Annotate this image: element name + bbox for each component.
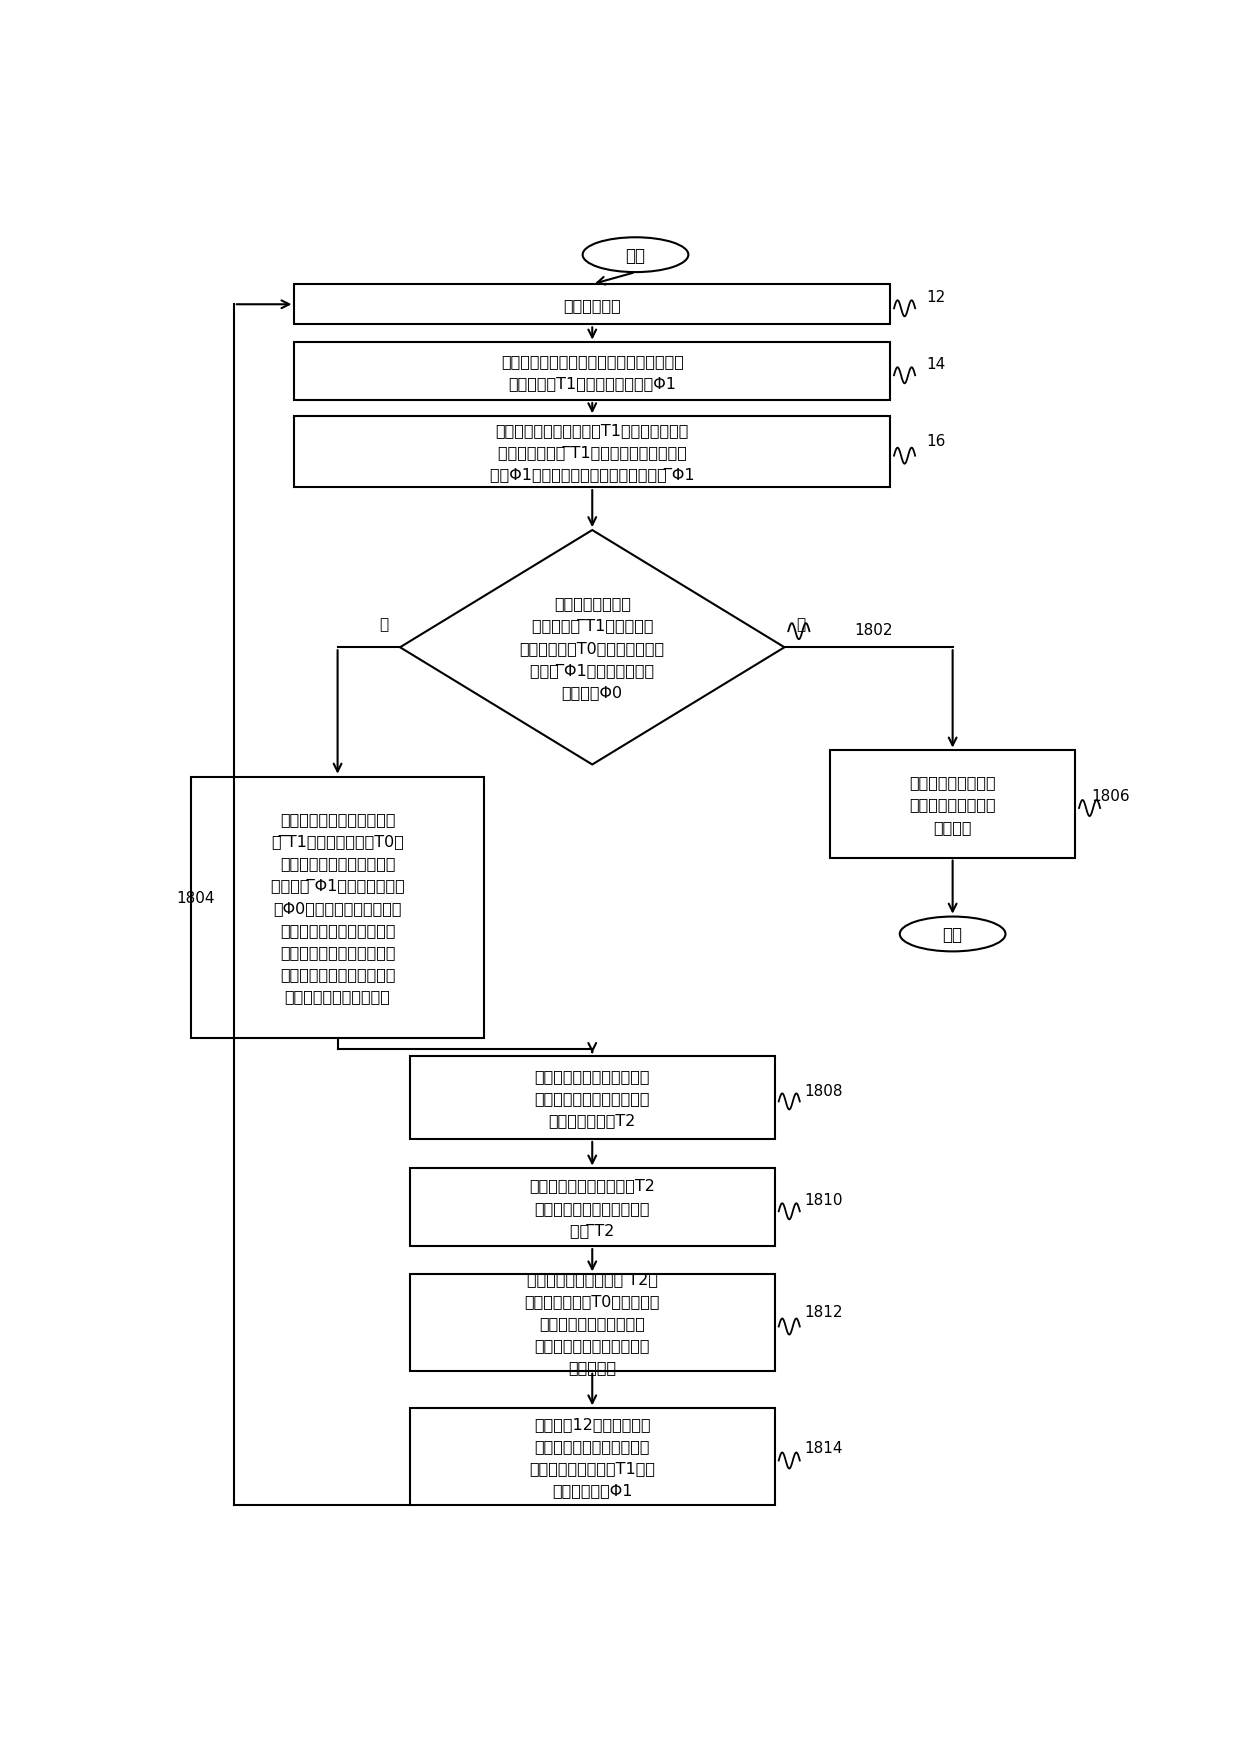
Bar xyxy=(830,751,1075,857)
Text: 1804: 1804 xyxy=(176,890,215,906)
Text: 1806: 1806 xyxy=(1091,790,1130,803)
Bar xyxy=(294,285,890,325)
Text: 返回步骤12，重新获取至
少一个室内机各自所在位置
处的当前环境温度值T1和当
前环境湿度值Φ1: 返回步骤12，重新获取至 少一个室内机各自所在位置 处的当前环境温度值T1和当 … xyxy=(529,1416,655,1497)
Text: 是: 是 xyxy=(796,617,805,631)
Text: 开始: 开始 xyxy=(625,247,646,264)
Text: 14: 14 xyxy=(926,356,946,372)
Text: 继续比较第一平均环境温度
值 ̅T1与预设环境温度T0的
大小，继续比较第一平均环
境湿度值 ̅Φ1与预设环境湿度
值Φ0的大小，以确定至少一
个室内机运行的工: 继续比较第一平均环境温度 值 ̅T1与预设环境温度T0的 大小，继续比较第一平均… xyxy=(270,812,404,1003)
Text: 1814: 1814 xyxy=(805,1440,843,1456)
Text: 1802: 1802 xyxy=(854,623,893,638)
Text: 1812: 1812 xyxy=(805,1304,843,1320)
Text: 对获取的当前环境温度值T2
求平均得到第二平均环境温
度值 ̅T2: 对获取的当前环境温度值T2 求平均得到第二平均环境温 度值 ̅T2 xyxy=(529,1177,655,1236)
Bar xyxy=(409,1169,775,1247)
Text: 在第一预设时长后，获取至
少一个室内机所在位置处的
当前环境温度值T2: 在第一预设时长后，获取至 少一个室内机所在位置处的 当前环境温度值T2 xyxy=(534,1068,650,1127)
Text: 结束: 结束 xyxy=(942,925,962,944)
Text: 接收除湿指令: 接收除湿指令 xyxy=(563,297,621,313)
Bar xyxy=(294,417,890,489)
Bar xyxy=(409,1275,775,1370)
Text: 将第二平均环境温度值 ̅T2与
预设环境温度值T0进行比较，
以对至少一个室内机运行
的制热模式和制冷模式的数
量进行调整: 将第二平均环境温度值 ̅T2与 预设环境温度值T0进行比较， 以对至少一个室内机… xyxy=(525,1271,660,1374)
Text: 获取至少一个室内机各自所在位置处的当前
环境温度值T1和当前环境湿度值Φ1: 获取至少一个室内机各自所在位置处的当前 环境温度值T1和当前环境湿度值Φ1 xyxy=(501,353,683,391)
Bar xyxy=(294,343,890,400)
Bar xyxy=(409,1056,775,1139)
Text: 否: 否 xyxy=(379,617,388,631)
Text: 1808: 1808 xyxy=(805,1083,843,1099)
Bar xyxy=(191,777,484,1038)
Text: 对获取的当前环境温度值T1求平均得到第一
平均环境温度值 ̅T1，对获取的当前环境湿
度值Φ1求平均得到第一平均环境湿度值 ̅Φ1: 对获取的当前环境温度值T1求平均得到第一 平均环境温度值 ̅T1，对获取的当前环… xyxy=(490,423,694,482)
Text: 分别判断第一平均
环境温度值 ̅T1是否达到预
设环境温度值T0，第一平均环境
湿度值 ̅Φ1是否达到预设环
境湿度值Φ0: 分别判断第一平均 环境温度值 ̅T1是否达到预 设环境温度值T0，第一平均环境 … xyxy=(520,596,665,699)
Text: 控制至少两个室外机
不动作，空调器处于
待机模式: 控制至少两个室外机 不动作，空调器处于 待机模式 xyxy=(909,776,996,835)
Text: 16: 16 xyxy=(926,435,946,449)
Text: 12: 12 xyxy=(926,290,946,304)
Bar xyxy=(409,1409,775,1504)
Text: 1810: 1810 xyxy=(805,1191,843,1207)
